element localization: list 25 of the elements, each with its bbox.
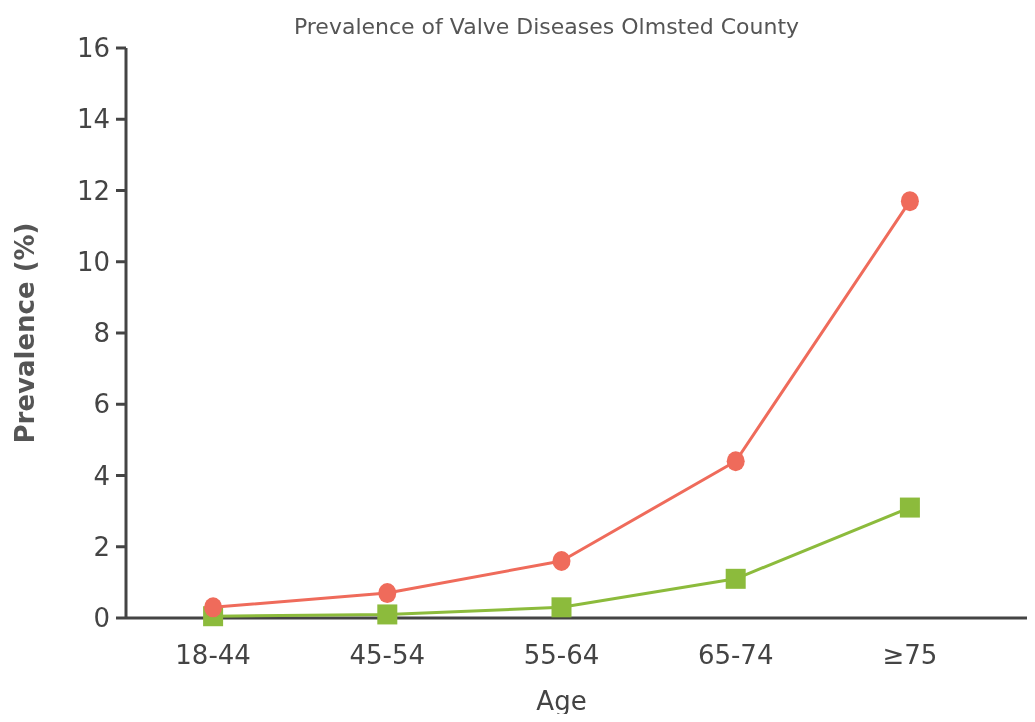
point xyxy=(377,604,398,625)
point xyxy=(725,568,746,589)
y-tick-label: 16 xyxy=(76,33,110,64)
x-tick-label: 45-54 xyxy=(349,640,426,670)
y-tick-label: 12 xyxy=(76,175,110,206)
y-tick-label: 6 xyxy=(93,389,110,420)
y-tick-label: 2 xyxy=(93,531,110,562)
point xyxy=(204,597,223,618)
x-tick-label: 55-64 xyxy=(523,640,600,670)
point xyxy=(378,583,397,604)
x-tick-label: 65-74 xyxy=(697,640,774,670)
x-tick-label: 18-44 xyxy=(175,640,251,670)
y-tick-label: 4 xyxy=(93,460,110,491)
y-tick-label: 10 xyxy=(76,246,110,277)
y-tick-label: 0 xyxy=(93,603,110,634)
point xyxy=(899,497,920,518)
point xyxy=(552,551,571,571)
point xyxy=(551,597,572,618)
y-axis-title: Prevalence (%) xyxy=(10,222,40,444)
chart-title: Prevalence of Valve Diseases Olmsted County xyxy=(293,14,800,39)
y-tick-label: 8 xyxy=(93,318,110,349)
x-tick-label: ≥75 xyxy=(882,640,938,670)
point xyxy=(900,191,919,212)
point xyxy=(726,451,745,472)
y-tick-label: 14 xyxy=(76,104,110,135)
